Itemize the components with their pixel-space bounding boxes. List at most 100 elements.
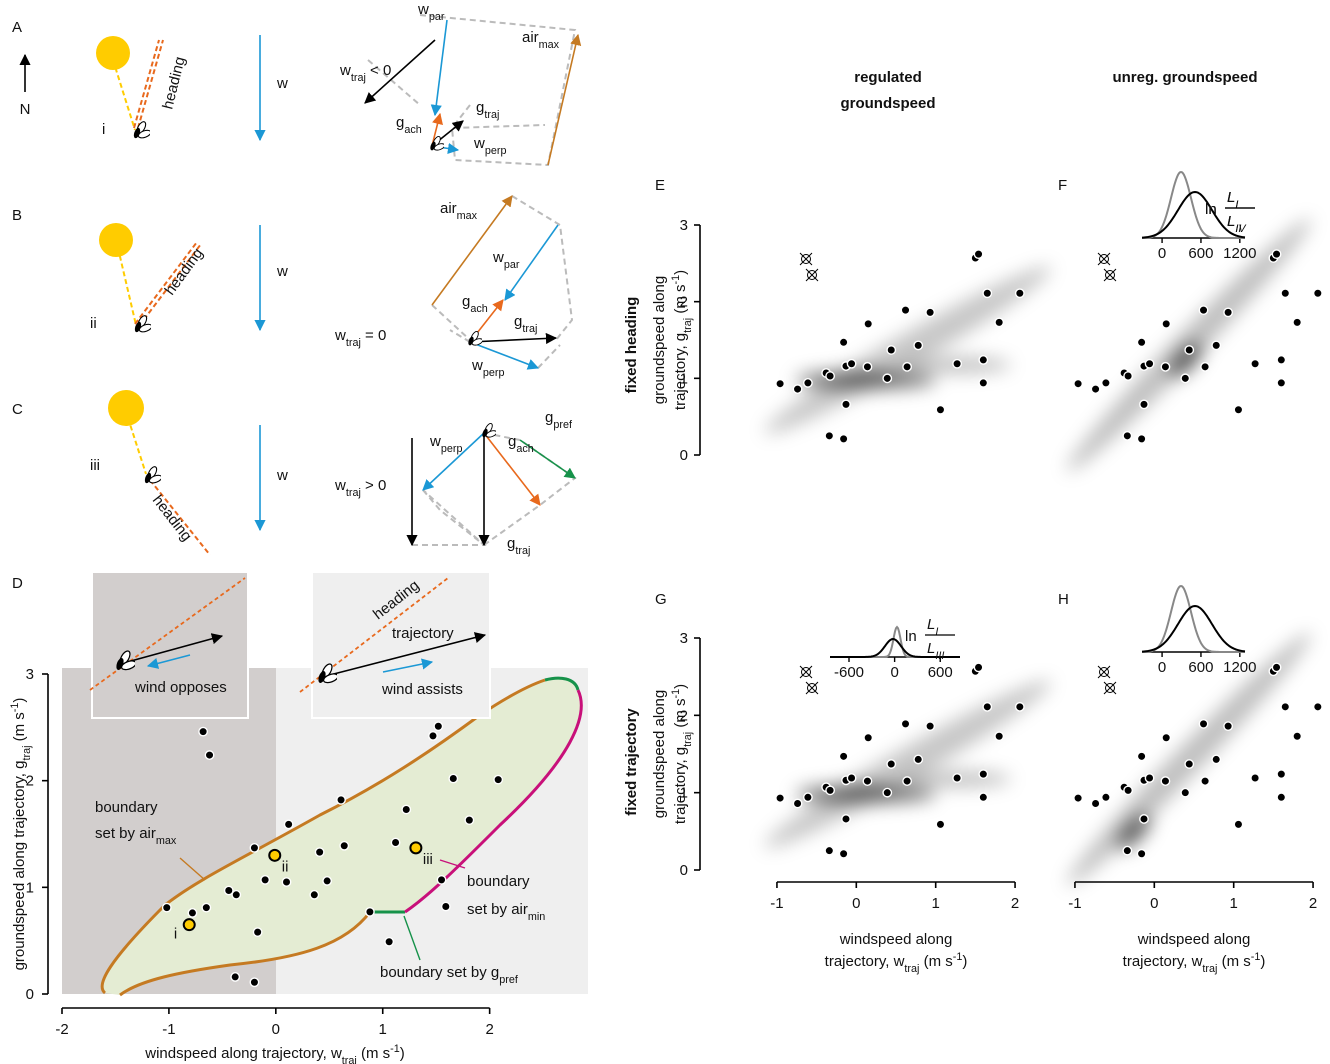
data-point <box>953 360 961 368</box>
data-point <box>1224 722 1232 730</box>
text-part: groundspeed along trajectory, <box>11 769 28 971</box>
data-point <box>391 838 399 846</box>
text-part: trajectory, <box>825 953 894 970</box>
text-part: w <box>893 953 905 970</box>
data-point <box>839 435 847 443</box>
text-part: g <box>491 964 499 981</box>
superscript: -1 <box>9 703 21 713</box>
x-axis-label: trajectory, wtraj (m s-1) <box>825 951 968 975</box>
subscript: traj <box>484 109 499 121</box>
data-point <box>337 796 345 804</box>
data-point <box>434 722 442 730</box>
text-part: g <box>508 433 516 450</box>
inset-tick-label: 600 <box>928 664 953 681</box>
data-point <box>1251 774 1259 782</box>
inset-tick-label: 0 <box>1158 245 1166 262</box>
data-point <box>793 799 801 807</box>
text-part: w <box>471 357 483 374</box>
data-point <box>1181 374 1189 382</box>
y-axis-label: groundspeed along trajectory, gtraj (m s… <box>9 698 33 971</box>
text-part: g <box>672 747 689 755</box>
subscript: traj <box>342 1055 357 1064</box>
data-point <box>232 891 240 899</box>
x-tick-label: -1 <box>770 895 783 912</box>
data-point <box>995 318 1003 326</box>
data-point <box>842 400 850 408</box>
text-part: groundspeed along <box>651 276 668 404</box>
density-blob <box>757 668 1059 861</box>
text-part: w <box>417 1 429 18</box>
data-point <box>903 363 911 371</box>
label: wperp <box>429 433 462 455</box>
y-axis-label: trajectory, gtraj (m s-1) <box>670 684 694 824</box>
inset-label: LIII <box>927 640 944 662</box>
label: ii <box>90 315 97 332</box>
data-point <box>936 820 944 828</box>
data-point <box>914 341 922 349</box>
data-point <box>410 842 421 853</box>
data-point <box>776 794 784 802</box>
text-part: ) <box>672 684 689 689</box>
data-point <box>1074 794 1082 802</box>
data-point <box>979 379 987 387</box>
x-tick-label: 0 <box>852 895 860 912</box>
y-axis-label: trajectory, gtraj (m s-1) <box>670 270 694 410</box>
label: wperp <box>471 357 504 379</box>
label: w <box>276 263 288 280</box>
data-point <box>1123 432 1131 440</box>
text-part: boundary <box>467 873 530 890</box>
subscript: max <box>457 210 478 222</box>
fly-icon <box>134 314 153 333</box>
text-part: air <box>511 901 528 918</box>
data-point <box>1277 379 1285 387</box>
panel-label: H <box>1058 591 1069 608</box>
panel-label: F <box>1058 177 1067 194</box>
data-point <box>979 793 987 801</box>
data-point <box>825 432 833 440</box>
fly-icon <box>144 465 163 484</box>
data-point <box>163 903 171 911</box>
data-point <box>1137 850 1145 858</box>
data-point <box>1201 363 1209 371</box>
text-part: = 0 <box>361 327 386 344</box>
data-point <box>983 703 991 711</box>
line <box>118 248 136 325</box>
text-part: (m s <box>357 1045 390 1062</box>
data-point <box>202 903 210 911</box>
subscript: traj <box>682 318 694 333</box>
label: wind opposes <box>134 679 227 696</box>
y-tick-label: 0 <box>680 447 688 464</box>
inset-tick-label: 600 <box>1188 659 1213 676</box>
data-point <box>1251 360 1259 368</box>
data-point <box>901 720 909 728</box>
data-point <box>1199 720 1207 728</box>
subscript: max <box>539 39 560 51</box>
text-part: groundspeed along <box>651 690 668 818</box>
text-part: windspeed along trajectory, <box>144 1045 331 1062</box>
text-part: g <box>507 535 515 552</box>
x-axis-label: windspeed along <box>1137 931 1251 948</box>
data-point <box>979 770 987 778</box>
label: boundary <box>95 799 158 816</box>
label: wperp <box>473 135 506 157</box>
text-part: w <box>334 477 346 494</box>
panel-label: G <box>655 591 667 608</box>
data-point <box>310 891 318 899</box>
label: airmax <box>440 200 478 222</box>
data-point <box>261 876 269 884</box>
vector-arrow <box>435 20 447 115</box>
label: trajectory <box>392 625 454 642</box>
point-label: i <box>174 926 177 943</box>
panel-label: E <box>655 177 665 194</box>
label: wtraj = 0 <box>334 327 386 349</box>
data-point <box>1293 318 1301 326</box>
text-part: ) <box>400 1045 405 1062</box>
data-point <box>825 846 833 854</box>
data-point <box>188 909 196 917</box>
text-part: ) <box>672 270 689 275</box>
data-point <box>839 338 847 346</box>
data-point <box>323 877 331 885</box>
data-point <box>1181 788 1189 796</box>
data-point <box>282 878 290 886</box>
sun <box>108 390 144 426</box>
